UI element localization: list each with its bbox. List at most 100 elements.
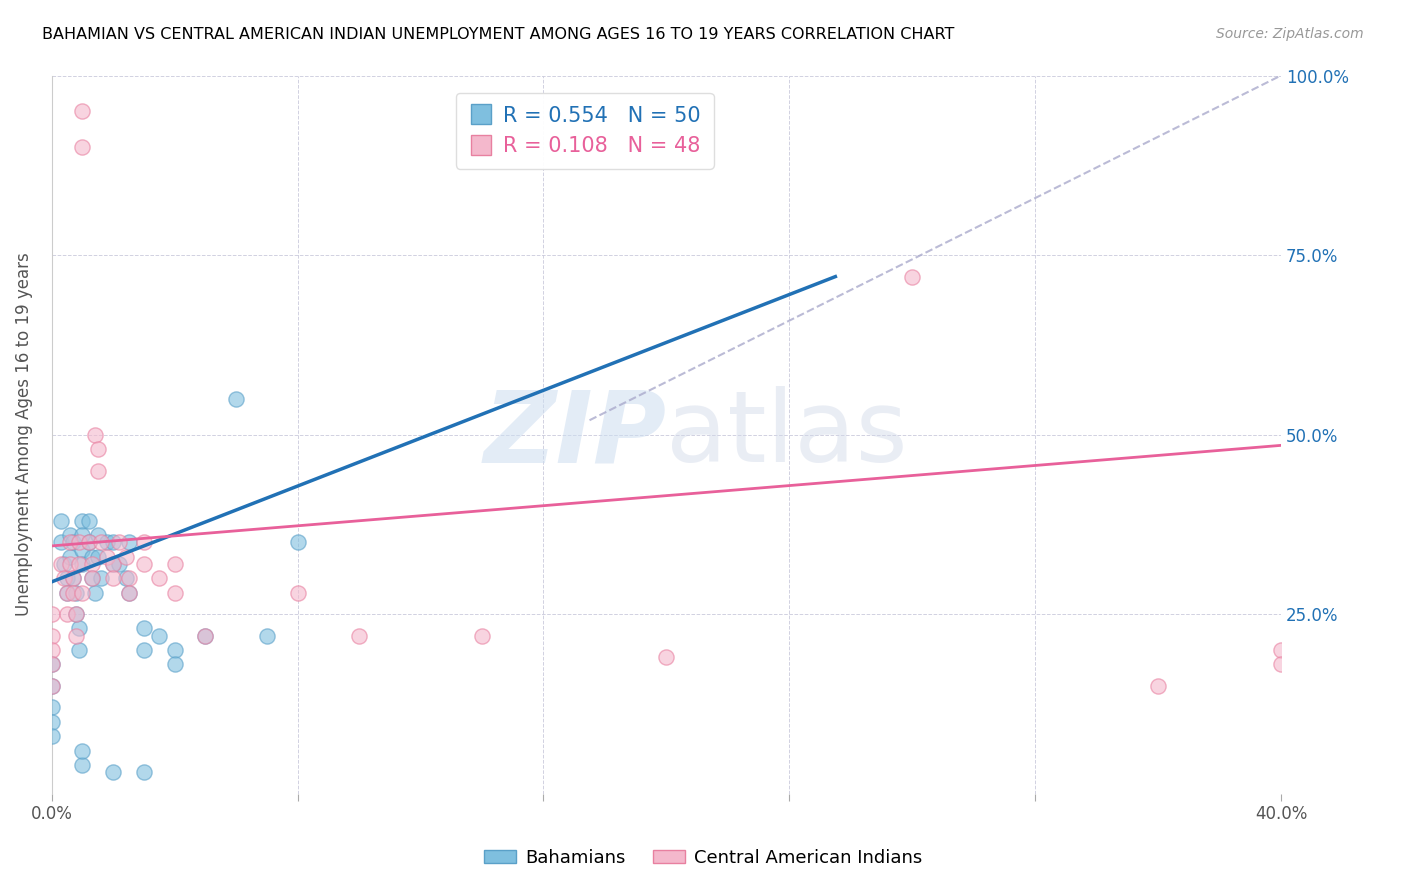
Point [114,571,136,585]
Point [132,622,155,636]
Point [77,535,100,549]
Point [194,629,217,643]
Point [41,729,63,743]
Point [148,571,170,585]
Point [103,571,125,585]
Point [72,528,94,542]
Point [59,528,82,542]
Point [132,557,155,571]
Point [471,629,494,643]
Point [103,765,125,780]
Point [67,557,90,571]
Point [72,743,94,757]
Point [80,557,103,571]
Point [56,585,79,599]
Y-axis label: Unemployment Among Ages 16 to 19 years: Unemployment Among Ages 16 to 19 years [15,252,32,616]
Point [108,535,131,549]
Point [96,549,118,564]
Point [225,392,247,406]
Point [41,679,63,693]
Point [56,571,79,585]
Point [72,758,94,772]
Point [163,643,186,657]
Point [72,585,94,599]
Point [49,535,72,549]
Point [655,650,678,665]
Point [62,571,84,585]
Point [49,514,72,528]
Point [72,557,94,571]
Point [41,629,63,643]
Legend: Bahamians, Central American Indians: Bahamians, Central American Indians [477,842,929,874]
Point [72,514,94,528]
Point [41,714,63,729]
Point [53,571,76,585]
Point [194,629,217,643]
Point [87,442,110,456]
Point [62,585,84,599]
Point [41,657,63,672]
Point [62,535,84,549]
Point [80,571,103,585]
Point [59,557,82,571]
Point [103,557,125,571]
Point [80,549,103,564]
Point [72,542,94,557]
Point [287,535,309,549]
Point [56,607,79,621]
Point [163,557,186,571]
Point [53,557,76,571]
Point [901,269,924,284]
Point [65,585,87,599]
Point [65,607,87,621]
Point [117,585,139,599]
Point [87,463,110,477]
Point [62,571,84,585]
Point [148,629,170,643]
Point [83,585,105,599]
Text: BAHAMIAN VS CENTRAL AMERICAN INDIAN UNEMPLOYMENT AMONG AGES 16 TO 19 YEARS CORRE: BAHAMIAN VS CENTRAL AMERICAN INDIAN UNEM… [42,27,955,42]
Point [256,629,278,643]
Point [117,535,139,549]
Point [49,557,72,571]
Point [41,643,63,657]
Point [80,571,103,585]
Point [67,535,90,549]
Point [114,549,136,564]
Point [132,643,155,657]
Point [41,700,63,714]
Point [41,679,63,693]
Point [72,140,94,154]
Point [347,629,370,643]
Point [87,549,110,564]
Point [96,535,118,549]
Point [77,535,100,549]
Point [56,585,79,599]
Point [67,622,90,636]
Point [132,765,155,780]
Legend: R = 0.554   N = 50, R = 0.108   N = 48: R = 0.554 N = 50, R = 0.108 N = 48 [456,93,714,169]
Point [65,607,87,621]
Point [1147,679,1170,693]
Point [87,528,110,542]
Point [108,557,131,571]
Point [59,535,82,549]
Text: Source: ZipAtlas.com: Source: ZipAtlas.com [1216,27,1364,41]
Point [103,535,125,549]
Point [163,657,186,672]
Point [72,104,94,119]
Point [90,571,112,585]
Point [59,549,82,564]
Point [67,643,90,657]
Point [1270,657,1292,672]
Point [90,535,112,549]
Point [103,557,125,571]
Point [287,585,309,599]
Point [41,657,63,672]
Point [117,571,139,585]
Point [83,427,105,442]
Point [1270,643,1292,657]
Point [77,514,100,528]
Point [163,585,186,599]
Point [65,629,87,643]
